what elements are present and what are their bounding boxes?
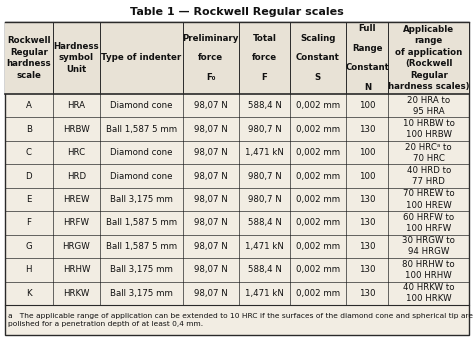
Text: 20 HRCᵃ to
70 HRC: 20 HRCᵃ to 70 HRC [405,142,452,163]
Text: 60 HRFW to
100 HRFW: 60 HRFW to 100 HRFW [403,213,454,233]
Text: 98,07 N: 98,07 N [194,172,228,181]
Text: Preliminary: Preliminary [183,34,239,43]
Text: Type of indenter: Type of indenter [101,53,182,63]
Text: 20 HRA to
95 HRA: 20 HRA to 95 HRA [407,96,450,116]
Text: 98,07 N: 98,07 N [194,125,228,134]
Text: 1,471 kN: 1,471 kN [245,289,284,298]
Text: 98,07 N: 98,07 N [194,265,228,274]
Text: HRHW: HRHW [63,265,90,274]
Text: E: E [26,195,32,204]
Text: Ball 3,175 mm: Ball 3,175 mm [110,265,173,274]
Text: HRD: HRD [67,172,86,181]
Text: 0,002 mm: 0,002 mm [296,242,340,251]
Text: Constant: Constant [346,63,389,72]
Bar [5,22,469,94]
Text: 0,002 mm: 0,002 mm [296,101,340,110]
Text: HRFW: HRFW [64,218,90,227]
Text: Diamond cone: Diamond cone [110,148,173,157]
Text: Ball 1,587 5 mm: Ball 1,587 5 mm [106,125,177,134]
Text: 0,002 mm: 0,002 mm [296,195,340,204]
Text: 0,002 mm: 0,002 mm [296,125,340,134]
Text: 70 HREW to
100 HREW: 70 HREW to 100 HREW [403,189,455,209]
Text: 80 HRHW to
100 HRHW: 80 HRHW to 100 HRHW [402,260,455,280]
Text: Rockwell
Regular
hardness
scale: Rockwell Regular hardness scale [7,36,51,80]
Text: 100: 100 [359,101,376,110]
Text: 100: 100 [359,148,376,157]
Text: HRBW: HRBW [63,125,90,134]
Text: 98,07 N: 98,07 N [194,289,228,298]
Text: 98,07 N: 98,07 N [194,148,228,157]
Text: S: S [315,73,321,82]
Text: 100: 100 [359,172,376,181]
Text: K: K [26,289,32,298]
Text: 980,7 N: 980,7 N [247,172,282,181]
Text: HRA: HRA [67,101,85,110]
Text: Hardness
symbol
Unit: Hardness symbol Unit [54,42,99,74]
Text: 130: 130 [359,125,376,134]
Text: 0,002 mm: 0,002 mm [296,172,340,181]
Text: 10 HRBW to
100 HRBW: 10 HRBW to 100 HRBW [403,119,455,139]
Text: Full: Full [359,24,376,33]
Text: 980,7 N: 980,7 N [247,125,282,134]
Text: 40 HRD to
77 HRD: 40 HRD to 77 HRD [407,166,451,186]
Text: force: force [198,53,223,63]
Text: Ball 1,587 5 mm: Ball 1,587 5 mm [106,242,177,251]
Text: 0,002 mm: 0,002 mm [296,265,340,274]
Text: 588,4 N: 588,4 N [247,218,282,227]
Text: D: D [26,172,32,181]
Text: 980,7 N: 980,7 N [247,195,282,204]
Text: 98,07 N: 98,07 N [194,242,228,251]
Text: Ball 3,175 mm: Ball 3,175 mm [110,195,173,204]
Text: N: N [364,83,371,92]
Text: 98,07 N: 98,07 N [194,218,228,227]
Text: 588,4 N: 588,4 N [247,101,282,110]
Text: 0,002 mm: 0,002 mm [296,148,340,157]
Text: Applicable
range
of application
(Rockwell
Regular
hardness scales): Applicable range of application (Rockwel… [388,25,469,91]
Text: Diamond cone: Diamond cone [110,101,173,110]
Text: B: B [26,125,32,134]
Text: 0,002 mm: 0,002 mm [296,289,340,298]
Text: F: F [262,73,267,82]
Text: 130: 130 [359,218,376,227]
Text: F₀: F₀ [206,73,216,82]
Text: 130: 130 [359,265,376,274]
Text: HRKW: HRKW [63,289,90,298]
Text: 40 HRKW to
100 HRKW: 40 HRKW to 100 HRKW [403,283,455,303]
Text: G: G [26,242,32,251]
Text: A: A [26,101,32,110]
Text: H: H [26,265,32,274]
Text: Constant: Constant [296,53,340,63]
Text: 0,002 mm: 0,002 mm [296,218,340,227]
Text: C: C [26,148,32,157]
Text: 588,4 N: 588,4 N [247,265,282,274]
Text: HRGW: HRGW [63,242,90,251]
Text: Total: Total [253,34,276,43]
Text: HREW: HREW [63,195,90,204]
Text: Table 1 — Rockwell Regular scales: Table 1 — Rockwell Regular scales [130,7,344,17]
Text: a   The applicable range of application can be extended to 10 HRC if the surface: a The applicable range of application ca… [8,313,473,327]
Text: Range: Range [352,44,383,53]
Text: 98,07 N: 98,07 N [194,195,228,204]
Text: 130: 130 [359,242,376,251]
Text: Ball 1,587 5 mm: Ball 1,587 5 mm [106,218,177,227]
Text: Diamond cone: Diamond cone [110,172,173,181]
Text: 130: 130 [359,195,376,204]
Text: 1,471 kN: 1,471 kN [245,148,284,157]
Text: force: force [252,53,277,63]
Text: 98,07 N: 98,07 N [194,101,228,110]
Text: 30 HRGW to
94 HRGW: 30 HRGW to 94 HRGW [402,236,455,256]
Text: Scaling: Scaling [301,34,336,43]
Text: 1,471 kN: 1,471 kN [245,242,284,251]
Text: HRC: HRC [67,148,85,157]
Text: 130: 130 [359,289,376,298]
Text: F: F [26,218,31,227]
Text: Ball 3,175 mm: Ball 3,175 mm [110,289,173,298]
